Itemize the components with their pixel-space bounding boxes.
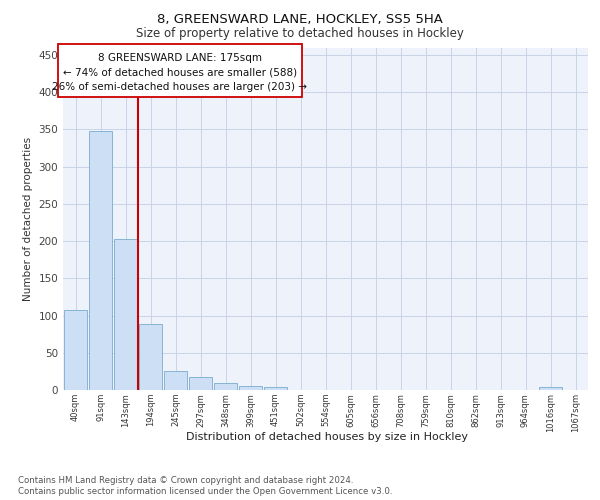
Bar <box>114 239 137 390</box>
Bar <box>539 387 562 390</box>
Bar <box>164 372 187 390</box>
Y-axis label: Number of detached properties: Number of detached properties <box>23 136 33 301</box>
FancyBboxPatch shape <box>58 44 302 97</box>
Text: Contains public sector information licensed under the Open Government Licence v3: Contains public sector information licen… <box>18 488 392 496</box>
Text: Distribution of detached houses by size in Hockley: Distribution of detached houses by size … <box>186 432 468 442</box>
Bar <box>264 387 287 390</box>
Text: Contains HM Land Registry data © Crown copyright and database right 2024.: Contains HM Land Registry data © Crown c… <box>18 476 353 485</box>
Bar <box>89 131 112 390</box>
Text: Size of property relative to detached houses in Hockley: Size of property relative to detached ho… <box>136 28 464 40</box>
Text: 8, GREENSWARD LANE, HOCKLEY, SS5 5HA: 8, GREENSWARD LANE, HOCKLEY, SS5 5HA <box>157 12 443 26</box>
Text: 26% of semi-detached houses are larger (203) →: 26% of semi-detached houses are larger (… <box>52 82 307 92</box>
Bar <box>64 310 87 390</box>
Bar <box>189 378 212 390</box>
Text: ← 74% of detached houses are smaller (588): ← 74% of detached houses are smaller (58… <box>63 68 297 78</box>
Bar <box>139 324 162 390</box>
Bar <box>214 384 237 390</box>
Bar <box>239 386 262 390</box>
Text: 8 GREENSWARD LANE: 175sqm: 8 GREENSWARD LANE: 175sqm <box>98 52 262 62</box>
